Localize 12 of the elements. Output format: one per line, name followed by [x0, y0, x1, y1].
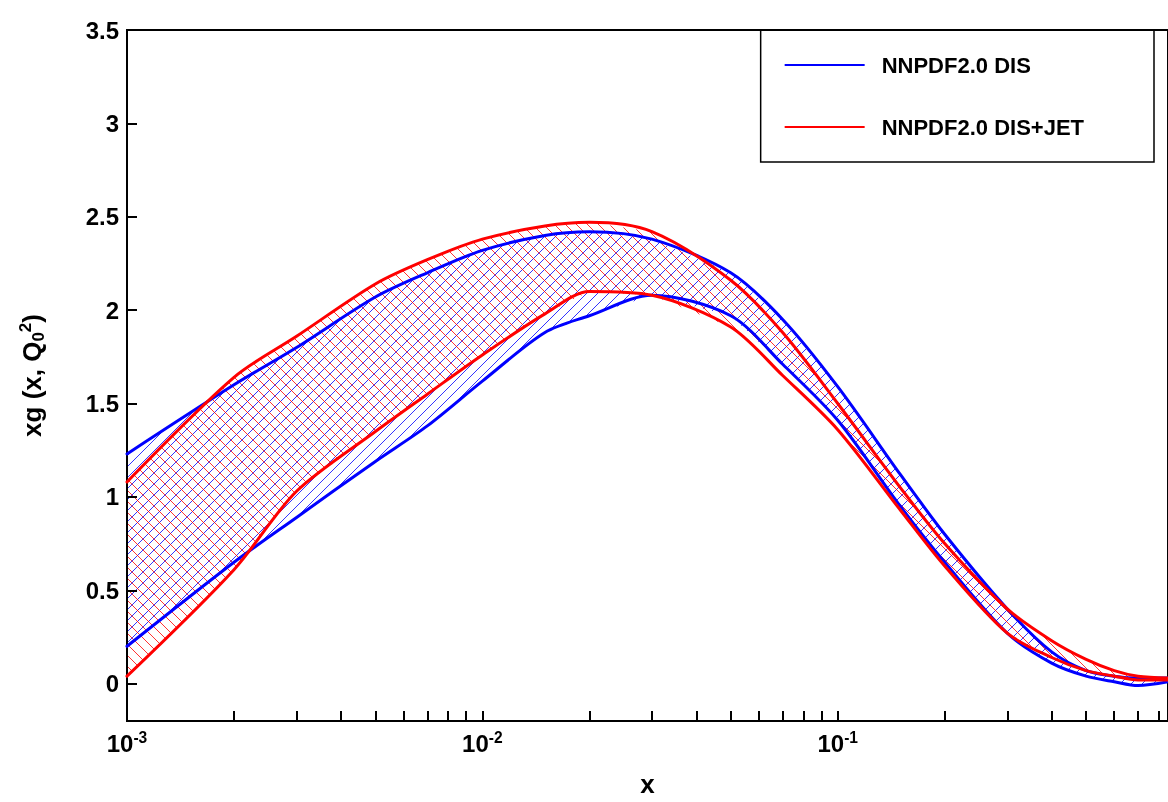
y-tick-label: 1.5 [85, 390, 119, 418]
legend-label: NNPDF2.0 DIS+JET [881, 114, 1085, 140]
y-tick-label: 2.5 [85, 203, 119, 231]
x-axis-title: x [640, 769, 656, 799]
y-tick-label: 0.5 [85, 576, 119, 604]
legend-label: NNPDF2.0 DIS [881, 52, 1031, 78]
y-axis-title: xg (x, Q02) [16, 314, 48, 437]
y-tick-label: 0 [105, 670, 119, 698]
y-tick-label: 1 [105, 483, 119, 511]
y-tick-label: 3 [105, 109, 119, 137]
y-tick-label: 2 [105, 296, 119, 324]
y-tick-label: 3.5 [85, 16, 119, 44]
